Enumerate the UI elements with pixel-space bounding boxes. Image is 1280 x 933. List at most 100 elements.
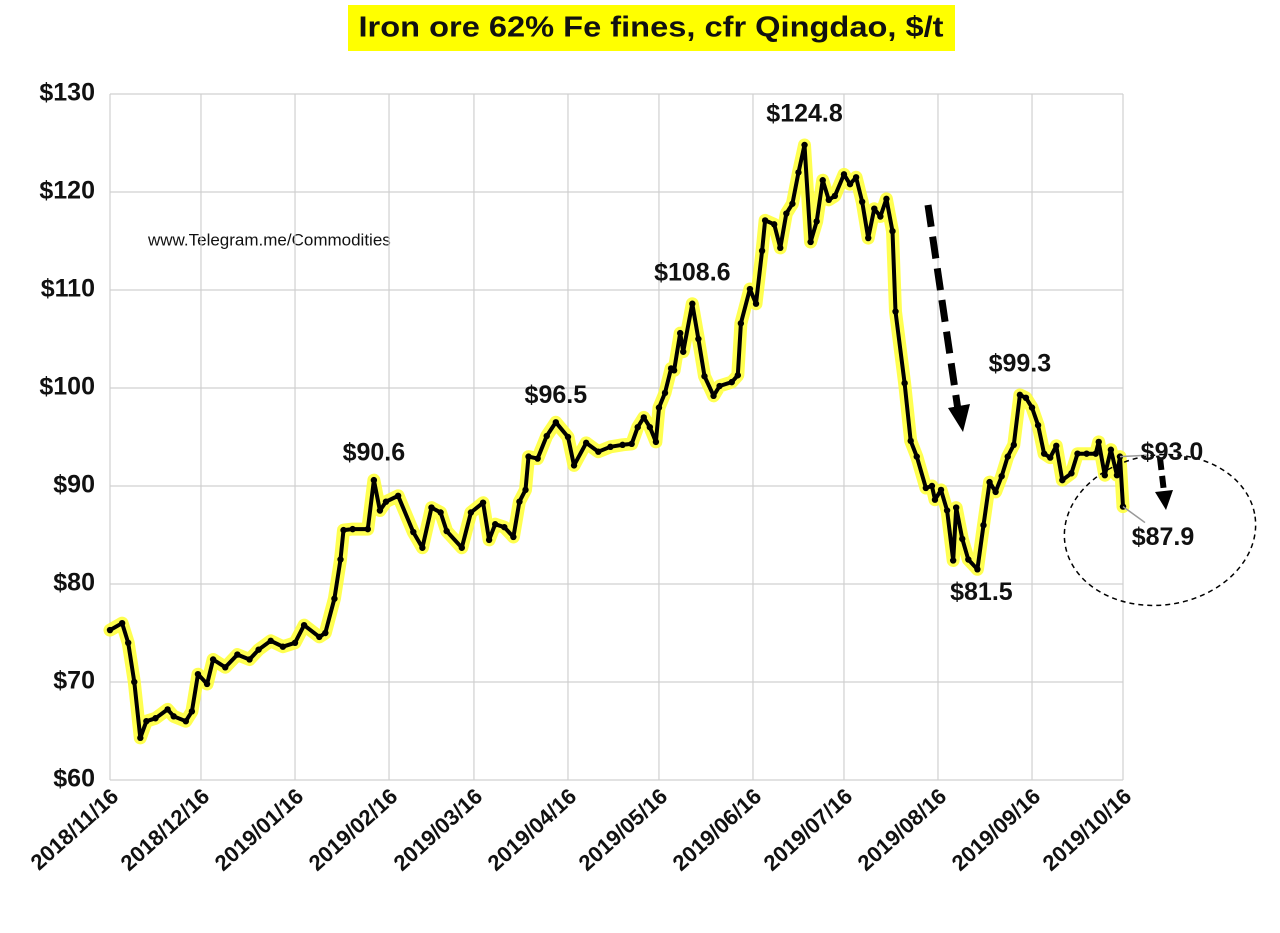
point <box>570 462 578 469</box>
point <box>746 285 754 293</box>
chart-title: Iron ore 62% Fe fines, cfr Qingdao, $/t <box>359 12 944 44</box>
annotation-label: $124.8 <box>766 100 843 128</box>
point <box>1101 472 1109 479</box>
point <box>734 372 742 379</box>
point <box>382 498 390 505</box>
point <box>522 486 529 494</box>
point <box>628 440 635 448</box>
point <box>819 177 826 184</box>
point <box>267 637 274 645</box>
point <box>428 504 435 511</box>
annotation-label: $90.6 <box>343 439 406 467</box>
point <box>1074 450 1081 457</box>
point <box>491 521 499 528</box>
x-tick-label: 2018/12/16 <box>116 783 215 875</box>
point <box>170 713 177 720</box>
point <box>965 556 972 563</box>
point <box>877 213 884 220</box>
point <box>1092 450 1099 457</box>
point <box>300 621 308 629</box>
point <box>858 198 866 205</box>
point <box>907 437 914 445</box>
point <box>901 379 908 387</box>
trend-arrow <box>1157 457 1167 493</box>
y-tick-label: $70 <box>53 667 95 695</box>
point <box>913 453 920 460</box>
point <box>1047 454 1054 461</box>
point <box>182 718 190 725</box>
point <box>246 656 253 663</box>
point <box>564 433 572 441</box>
point <box>340 526 347 534</box>
y-tick-label: $90 <box>53 471 95 499</box>
point <box>124 639 132 646</box>
trend-arrow <box>924 204 962 411</box>
point <box>322 629 329 637</box>
point <box>771 221 778 228</box>
point <box>194 670 202 678</box>
x-tick-label: 2019/04/16 <box>483 783 582 875</box>
y-tick-label: $120 <box>39 177 95 205</box>
x-tick-label: 2019/01/16 <box>210 783 309 875</box>
point <box>661 389 669 397</box>
point <box>992 488 999 496</box>
point <box>458 544 466 551</box>
point <box>222 664 229 671</box>
point <box>337 556 344 563</box>
point <box>419 544 426 551</box>
x-tick-label: 2019/10/16 <box>1038 783 1137 875</box>
point <box>1028 404 1036 411</box>
annotation-label: $99.3 <box>989 349 1052 377</box>
point <box>316 633 323 641</box>
x-tick-label: 2019/08/16 <box>853 783 952 875</box>
y-tick-label: $100 <box>39 373 95 401</box>
source-note: www.Telegram.me/Commodities <box>147 230 391 249</box>
point <box>1095 438 1102 446</box>
y-tick-label: $80 <box>53 569 95 597</box>
point <box>437 509 444 516</box>
point <box>716 382 723 390</box>
x-tick-label: 2019/06/16 <box>668 783 767 875</box>
point <box>1068 470 1075 477</box>
point <box>795 169 802 176</box>
highlight-circle <box>1063 453 1257 607</box>
point <box>758 247 766 254</box>
point <box>807 238 814 246</box>
point <box>1010 441 1018 449</box>
annotation-label: $96.5 <box>525 381 588 409</box>
point <box>931 496 939 503</box>
point <box>370 476 378 484</box>
point <box>1034 422 1042 429</box>
point <box>980 522 987 529</box>
point <box>852 174 860 181</box>
point <box>655 404 663 411</box>
point <box>164 706 171 713</box>
point <box>394 492 402 499</box>
point <box>998 473 1005 480</box>
point <box>892 308 899 315</box>
point <box>752 300 760 307</box>
x-tick-label: 2019/09/16 <box>947 783 1046 875</box>
point <box>118 620 126 627</box>
point <box>188 708 196 715</box>
point <box>607 443 614 450</box>
point <box>952 504 960 511</box>
point <box>279 643 287 650</box>
point <box>1107 446 1115 453</box>
point <box>652 438 660 446</box>
point <box>1053 442 1060 450</box>
arrow-head <box>948 404 970 432</box>
point <box>209 656 217 663</box>
point <box>534 455 541 462</box>
point <box>937 486 945 494</box>
point <box>152 715 159 722</box>
point <box>676 329 684 337</box>
annotation-label: $81.5 <box>950 578 1013 606</box>
point <box>801 141 808 149</box>
annotation-label: $87.9 <box>1132 523 1195 551</box>
point <box>479 499 487 506</box>
point <box>689 300 696 307</box>
x-tick-label: 2019/07/16 <box>759 783 858 875</box>
